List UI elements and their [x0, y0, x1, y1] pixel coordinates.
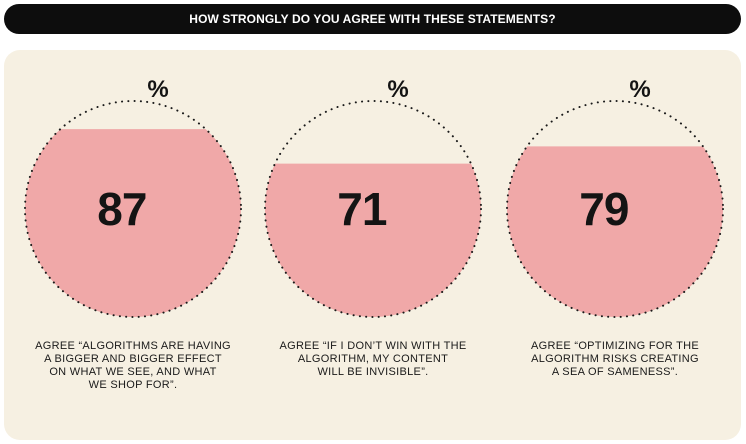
gauge-1-dotted-outline [24, 100, 242, 318]
caption-1-line: A BIGGER AND BIGGER EFFECT [44, 353, 222, 365]
gauge-3: 79 % [504, 76, 726, 320]
caption-2-line: ALGORITHM, MY CONTENT [297, 353, 449, 365]
gauge-3-fill [507, 146, 723, 317]
gauge-1: 87 % [22, 76, 244, 320]
caption-3-line: AGREE “OPTIMIZING FOR THE [530, 340, 700, 352]
caption-2-line: WILL BE INVISIBLE”. [317, 366, 429, 378]
caption-2: AGREE “IF I DON’T WIN WITH THE ALGORITHM… [263, 340, 483, 379]
caption-2-line: AGREE “IF I DON’T WIN WITH THE [279, 340, 467, 352]
gauge-3-svg [506, 100, 724, 318]
gauge-2-dotted-outline [264, 100, 482, 318]
gauge-2: 71 % [262, 76, 484, 320]
gauge-1-svg [24, 100, 242, 318]
header-bar: HOW STRONGLY DO YOU AGREE WITH THESE STA… [4, 4, 741, 34]
caption-1-line: WE SHOP FOR”. [88, 379, 178, 391]
gauge-2-svg [264, 100, 482, 318]
header-title: HOW STRONGLY DO YOU AGREE WITH THESE STA… [189, 12, 556, 26]
gauge-3-dotted-outline [506, 100, 724, 318]
caption-3-line: ALGORITHM RISKS CREATING [531, 353, 699, 365]
gauge-2-fill [265, 163, 481, 317]
caption-3: AGREE “OPTIMIZING FOR THE ALGORITHM RISK… [505, 340, 725, 379]
gauge-1-fill [25, 129, 242, 318]
caption-1: AGREE “ALGORITHMS ARE HAVING A BIGGER AN… [23, 340, 243, 392]
caption-1-line: AGREE “ALGORITHMS ARE HAVING [35, 340, 231, 352]
chart-panel: 87 % 71 % 79 % AGREE “ALGORITHMS ARE HAV… [4, 50, 741, 440]
caption-1-line: ON WHAT WE SEE, AND WHAT [49, 366, 217, 378]
caption-3-line: A SEA OF SAMENESS”. [551, 366, 679, 378]
